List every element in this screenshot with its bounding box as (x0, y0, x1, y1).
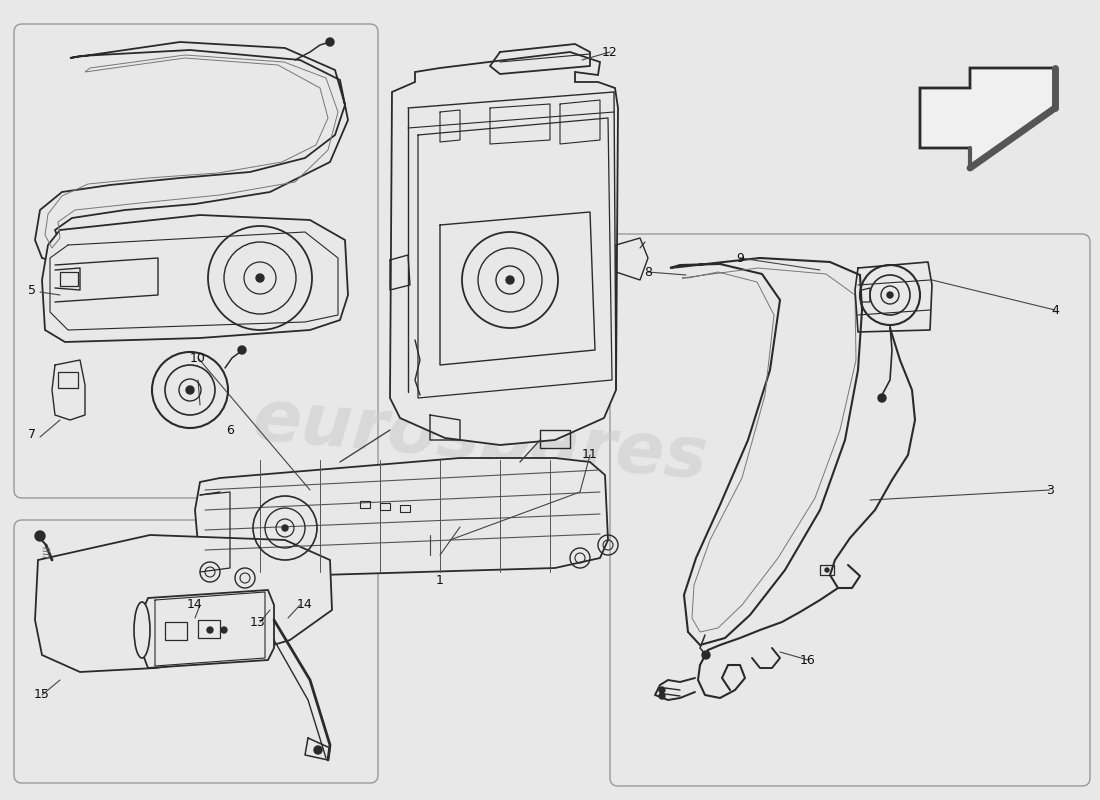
Text: 1: 1 (436, 574, 444, 586)
Text: 13: 13 (250, 615, 266, 629)
Bar (360, 501, 370, 508)
Polygon shape (670, 258, 862, 645)
Circle shape (702, 651, 710, 659)
Ellipse shape (134, 602, 150, 658)
Circle shape (878, 394, 886, 402)
Circle shape (238, 346, 246, 354)
Text: 7: 7 (28, 429, 36, 442)
Circle shape (221, 627, 227, 633)
Circle shape (887, 292, 893, 298)
Text: 16: 16 (800, 654, 816, 666)
Circle shape (506, 276, 514, 284)
Circle shape (659, 693, 666, 699)
Bar (820, 565, 834, 575)
FancyBboxPatch shape (14, 24, 378, 498)
Circle shape (256, 274, 264, 282)
Polygon shape (390, 52, 618, 445)
Circle shape (825, 568, 829, 572)
Bar (379, 503, 390, 510)
Circle shape (326, 38, 334, 46)
Polygon shape (35, 42, 348, 262)
Text: eurospares: eurospares (250, 386, 711, 494)
Text: 14: 14 (297, 598, 312, 611)
Polygon shape (142, 590, 274, 668)
Circle shape (659, 687, 666, 693)
Circle shape (207, 627, 213, 633)
Bar (58, 372, 78, 388)
Text: 8: 8 (644, 266, 652, 278)
Text: 12: 12 (602, 46, 618, 58)
Text: 3: 3 (1046, 483, 1054, 497)
Bar (400, 505, 410, 512)
FancyBboxPatch shape (14, 520, 378, 783)
Text: 15: 15 (34, 689, 50, 702)
Bar (198, 620, 220, 638)
Text: 6: 6 (227, 423, 234, 437)
Circle shape (35, 531, 45, 541)
Polygon shape (920, 68, 1055, 168)
Text: 5: 5 (28, 283, 36, 297)
Bar (60, 272, 78, 286)
Bar (165, 622, 187, 640)
Circle shape (186, 386, 194, 394)
Text: 10: 10 (190, 351, 206, 365)
Text: 9: 9 (736, 251, 744, 265)
Text: 14: 14 (187, 598, 202, 611)
Text: 11: 11 (582, 449, 598, 462)
Circle shape (314, 746, 322, 754)
Polygon shape (195, 458, 608, 578)
Polygon shape (35, 535, 332, 672)
Text: 4: 4 (1052, 303, 1059, 317)
FancyBboxPatch shape (610, 234, 1090, 786)
Polygon shape (42, 215, 348, 342)
Circle shape (282, 525, 288, 531)
